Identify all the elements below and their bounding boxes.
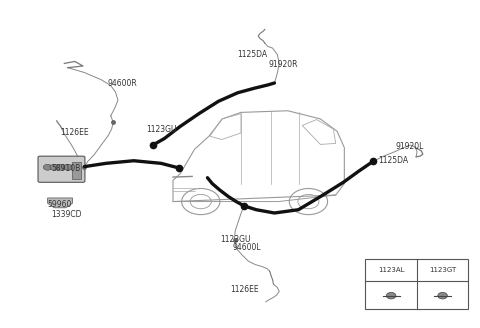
Text: 1126EE: 1126EE [60,129,89,137]
Circle shape [63,164,72,170]
Circle shape [57,164,65,170]
Circle shape [386,292,396,299]
Text: 1125DA: 1125DA [378,156,408,165]
Circle shape [438,292,447,299]
Text: 59960: 59960 [47,200,71,209]
Text: 91920L: 91920L [396,142,424,151]
Text: 1123GT: 1123GT [429,267,456,273]
Text: 1123AL: 1123AL [378,267,404,273]
Circle shape [50,164,59,170]
Polygon shape [48,198,72,208]
Text: 1123GU: 1123GU [146,125,176,134]
FancyBboxPatch shape [365,259,468,309]
Circle shape [43,164,52,170]
Text: 91920R: 91920R [268,60,298,69]
Bar [72,162,81,179]
Text: 94600R: 94600R [108,79,138,89]
Text: 58910B: 58910B [52,164,81,174]
Text: 1123GU: 1123GU [220,235,251,244]
FancyBboxPatch shape [38,156,85,182]
Text: 94600L: 94600L [233,243,262,252]
Text: 1339CD: 1339CD [51,210,82,219]
Text: 1125DA: 1125DA [237,50,267,59]
Text: 1126EE: 1126EE [230,285,259,294]
